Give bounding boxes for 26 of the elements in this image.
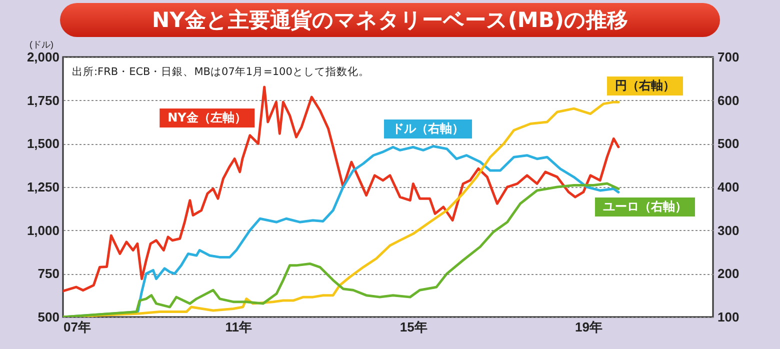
line-series	[63, 182, 620, 317]
y2-tick-label: 600	[718, 92, 740, 108]
y2-tick-label: 700	[718, 50, 740, 64]
series-label: NY金（左軸）	[160, 108, 254, 128]
y2-tick-label: 400	[718, 180, 740, 194]
y-tick-label: 500	[38, 310, 60, 324]
x-tick-label: 07年	[64, 320, 91, 334]
y2-tick-label: 300	[718, 222, 740, 238]
y-axis-title: (ドル)	[30, 40, 54, 50]
y-tick-label: 1,250	[26, 180, 60, 194]
y-tick-label: 750	[38, 266, 60, 282]
y-tick-label: 2,000	[26, 50, 60, 64]
y2-tick-label: 200	[718, 266, 740, 282]
y2-tick-label: 500	[718, 136, 740, 152]
x-tick-label: 11年	[225, 320, 252, 334]
x-tick-label: 15年	[400, 320, 428, 334]
chart-title: NY金と主要通貨のマネタリーベース(MB)の推移	[60, 3, 720, 37]
y-tick-label: 1,000	[26, 222, 60, 238]
annotation: 出所:FRB・ECB・日銀、MBは07年1月=100として指数化。	[72, 65, 370, 79]
series-label: ドル（右軸）	[384, 120, 472, 138]
y2-tick-label: 100	[718, 310, 740, 324]
series-label: ユーロ（右軸）	[595, 198, 695, 216]
y-tick-label: 1,750	[26, 92, 60, 108]
series-label: 円（右軸）	[607, 76, 683, 96]
x-tick-label: 19年	[575, 320, 602, 334]
y-tick-label: 1,500	[26, 136, 60, 152]
